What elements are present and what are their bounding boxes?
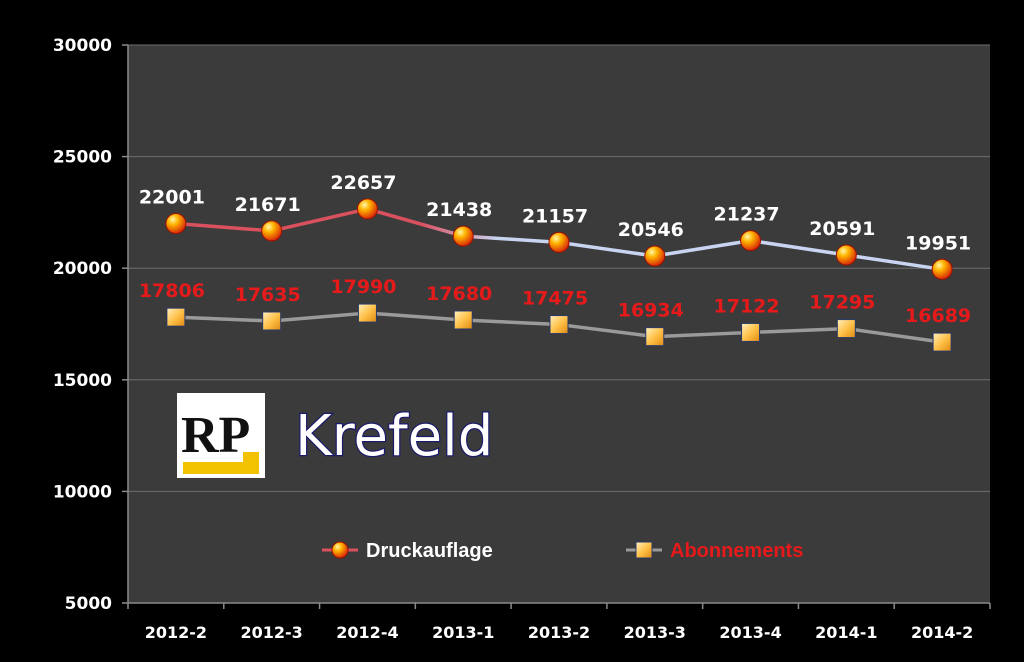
data-label-abonnements: 17475: [522, 288, 588, 310]
data-label-abonnements: 17806: [139, 280, 205, 302]
data-label-druckauflage: 22001: [139, 187, 205, 209]
data-point-abonnements: [166, 307, 186, 327]
legend-label-abonnements: Abonnements: [670, 540, 803, 562]
data-point-druckauflage: [835, 244, 857, 266]
data-point-druckauflage: [261, 220, 283, 242]
data-point-druckauflage: [356, 198, 378, 220]
data-point-druckauflage: [165, 213, 187, 235]
data-label-druckauflage: 20591: [809, 218, 875, 240]
data-label-abonnements: 17295: [809, 292, 875, 314]
data-label-druckauflage: 19951: [905, 232, 971, 254]
x-tick-label: 2014-1: [815, 623, 877, 642]
data-point-abonnements: [549, 315, 569, 335]
data-point-abonnements: [836, 319, 856, 339]
data-label-abonnements: 17635: [235, 284, 301, 306]
data-point-abonnements: [932, 332, 952, 352]
data-label-abonnements: 17122: [714, 295, 780, 317]
data-point-abonnements: [357, 303, 377, 323]
data-point-abonnements: [645, 327, 665, 347]
logo-accent-step: [243, 452, 259, 474]
legend-label-druckauflage: Druckauflage: [366, 540, 493, 562]
x-tick-label: 2013-1: [432, 623, 494, 642]
data-label-druckauflage: 21157: [522, 205, 588, 227]
x-tick-label: 2012-4: [336, 623, 398, 642]
legend-marker-druckauflage: [331, 541, 349, 559]
data-point-abonnements: [262, 311, 282, 331]
data-point-abonnements: [453, 310, 473, 330]
legend-marker-abonnements: [635, 541, 653, 559]
logo-text: RP: [181, 407, 250, 464]
legend-item-druckauflage: Druckauflage: [322, 540, 493, 562]
legend: Druckauflage Abonnements: [322, 540, 803, 562]
x-tick-label: 2013-4: [719, 623, 781, 642]
axes: [127, 45, 990, 604]
data-label-abonnements: 16934: [618, 300, 684, 322]
x-tick-label: 2013-2: [528, 623, 590, 642]
legend-item-abonnements: Abonnements: [626, 540, 803, 562]
logo-accent-bar: [183, 462, 243, 474]
data-labels: 17806 17635 17990 17680 17475 16934 17122 17295…: [139, 172, 971, 327]
data-label-abonnements: 17680: [426, 283, 492, 305]
y-tick-label: 15000: [53, 371, 112, 391]
data-label-druckauflage: 21237: [714, 204, 780, 226]
data-label-abonnements: 16689: [905, 305, 971, 327]
data-label-druckauflage: 21438: [426, 199, 492, 221]
x-tick-label: 2013-3: [624, 623, 686, 642]
y-tick-label: 10000: [53, 482, 112, 502]
data-label-abonnements: 17990: [330, 276, 396, 298]
x-tick-label: 2012-3: [241, 623, 303, 642]
x-tick-labels: 2012-2 2012-3 2012-4 2013-1 2013-2 2013-3 2013…: [145, 623, 974, 642]
y-tick-label: 25000: [53, 148, 112, 168]
data-point-druckauflage: [452, 225, 474, 247]
y-tick-labels: 5000 10000 15000 20000 25000 30000: [53, 36, 112, 614]
data-point-druckauflage: [548, 231, 570, 253]
series-markers: [165, 198, 953, 352]
data-point-druckauflage: [740, 230, 762, 252]
y-tick-label: 20000: [53, 259, 112, 279]
x-tick-label: 2012-2: [145, 623, 207, 642]
y-tick-label: 30000: [53, 36, 112, 56]
data-label-druckauflage: 20546: [618, 219, 684, 241]
logo: RP: [177, 393, 265, 478]
x-tick-label: 2014-2: [911, 623, 973, 642]
data-label-druckauflage: 21671: [235, 194, 301, 216]
data-point-druckauflage: [931, 258, 953, 280]
city-label: Krefeld: [295, 404, 493, 469]
data-point-druckauflage: [644, 245, 666, 267]
data-point-abonnements: [741, 322, 761, 342]
data-label-druckauflage: 22657: [330, 172, 396, 194]
y-tick-label: 5000: [65, 594, 112, 614]
gridlines: [122, 44, 991, 609]
